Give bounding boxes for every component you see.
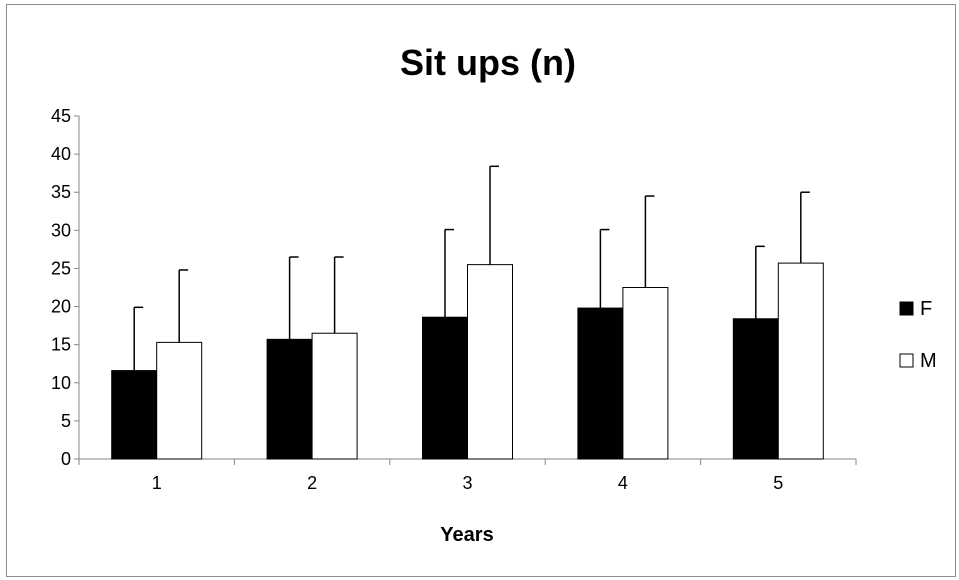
x-tick-label: 5 (773, 473, 783, 493)
x-tick-label: 4 (618, 473, 628, 493)
y-tick-label: 10 (51, 373, 71, 393)
bar-M-2 (311, 332, 358, 460)
legend-label-M: M (920, 350, 937, 372)
bar-F-4 (577, 307, 624, 460)
x-tick-label: 3 (462, 473, 472, 493)
y-tick-label: 20 (51, 297, 71, 317)
x-axis-label: Years (440, 524, 493, 546)
bar-F-3 (422, 316, 468, 460)
legend: FM (899, 298, 937, 372)
x-tick-label: 2 (307, 473, 317, 493)
legend-swatch-M (899, 353, 914, 368)
bar-F-5 (732, 318, 779, 460)
chart-frame: Sit ups (n) 0 5 10 15 20 25 30 35 40 45 1 2 3 4 5 Year… (6, 4, 956, 577)
bar-M-3 (467, 264, 513, 460)
y-tick-label: 40 (51, 144, 71, 164)
bar-M-5 (777, 262, 824, 460)
y-tick-label: 15 (51, 335, 71, 355)
legend-swatch-F (899, 301, 914, 316)
y-tick-label: 45 (51, 106, 71, 126)
y-tick-label: 5 (61, 411, 71, 431)
bar-F-2 (266, 338, 313, 460)
bar-F-1 (111, 370, 158, 460)
y-tick-label: 30 (51, 220, 71, 240)
legend-label-F: F (920, 298, 932, 320)
y-tick-label: 25 (51, 258, 71, 278)
bar-M-1 (156, 341, 203, 460)
chart-title: Sit ups (n) (400, 42, 576, 83)
x-tick-label: 1 (152, 473, 162, 493)
y-tick-label: 35 (51, 182, 71, 202)
bar-M-4 (622, 287, 669, 460)
y-tick-label: 0 (61, 449, 71, 469)
